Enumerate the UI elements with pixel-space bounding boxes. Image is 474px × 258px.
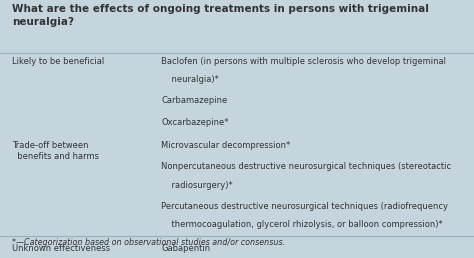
Text: Trade-off between
  benefits and harms: Trade-off between benefits and harms <box>12 141 99 161</box>
Text: Percutaneous destructive neurosurgical techniques (radiofrequency: Percutaneous destructive neurosurgical t… <box>161 202 448 211</box>
Bar <box>0 236 474 258</box>
Text: *—Categorization based on observational studies and/or consensus.: *—Categorization based on observational … <box>12 238 285 247</box>
Text: Microvascular decompression*: Microvascular decompression* <box>161 141 291 150</box>
Text: Likely to be beneficial: Likely to be beneficial <box>12 57 104 66</box>
Text: thermocoagulation, glycerol rhizolysis, or balloon compression)*: thermocoagulation, glycerol rhizolysis, … <box>161 220 443 229</box>
Text: radiosurgery)*: radiosurgery)* <box>161 181 233 190</box>
Text: Unknown effectiveness: Unknown effectiveness <box>12 244 110 253</box>
Text: Oxcarbazepine*: Oxcarbazepine* <box>161 118 228 127</box>
Text: Baclofen (in persons with multiple sclerosis who develop trigeminal: Baclofen (in persons with multiple scler… <box>161 57 446 66</box>
Text: Nonpercutaneous destructive neurosurgical techniques (stereotactic: Nonpercutaneous destructive neurosurgica… <box>161 162 451 171</box>
Bar <box>0 0 474 53</box>
Text: What are the effects of ongoing treatments in persons with trigeminal
neuralgia?: What are the effects of ongoing treatmen… <box>12 4 428 27</box>
Text: Carbamazepine: Carbamazepine <box>161 96 228 106</box>
Text: neuralgia)*: neuralgia)* <box>161 75 219 84</box>
Text: Gabapentin: Gabapentin <box>161 244 210 253</box>
